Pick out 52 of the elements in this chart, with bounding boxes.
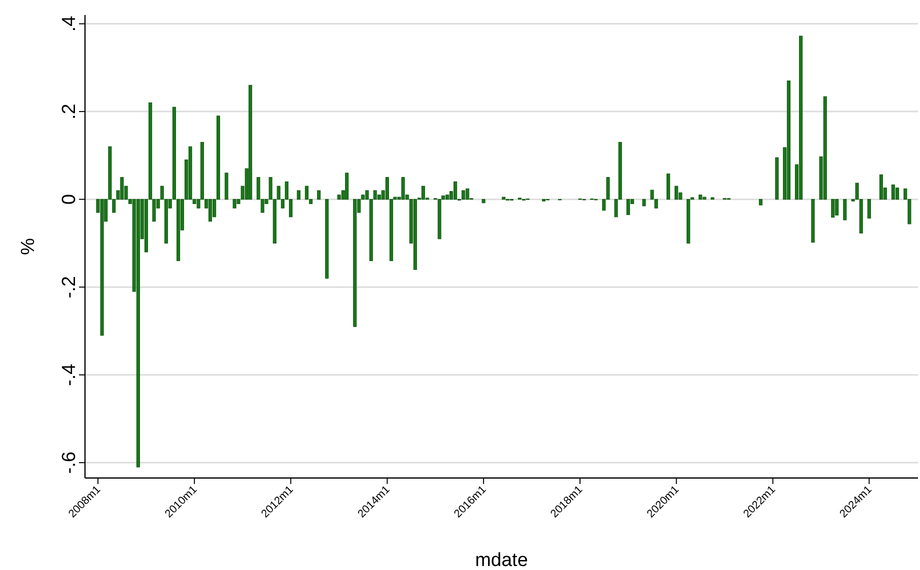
bar: [642, 199, 646, 206]
y-tick-label: .2: [59, 104, 80, 120]
bar: [831, 199, 835, 218]
bar: [136, 199, 140, 468]
bar: [879, 174, 883, 200]
bar: [482, 199, 486, 204]
bar: [758, 199, 762, 206]
bar: [345, 172, 349, 200]
bar: [666, 174, 670, 200]
bar: [786, 80, 790, 200]
bar: [304, 186, 308, 200]
bar: [674, 186, 678, 200]
bar: [462, 190, 466, 200]
bar: [835, 199, 839, 216]
bar: [317, 190, 321, 200]
x-axis-title: mdate: [475, 550, 528, 570]
bar: [466, 188, 470, 200]
bar: [811, 199, 815, 243]
y-tick-label: -.4: [59, 363, 80, 386]
y-tick-label: 0: [59, 194, 80, 205]
bar: [248, 84, 252, 200]
bar: [867, 199, 871, 218]
bar: [445, 194, 450, 200]
bar: [843, 199, 847, 220]
bar: [626, 199, 630, 215]
y-tick-label: -.2: [59, 276, 80, 298]
bar: [120, 177, 124, 200]
bar: [224, 172, 228, 200]
bar: [438, 199, 442, 240]
bar: [799, 36, 803, 200]
y-tick-label: .4: [59, 15, 80, 32]
bar: [702, 196, 706, 200]
bar: [698, 194, 702, 200]
y-tick-label: -.6: [59, 452, 80, 474]
bar: [100, 199, 104, 336]
bar: [686, 199, 690, 244]
bar: [232, 199, 236, 208]
bar: [325, 199, 329, 279]
bar: [401, 177, 405, 200]
bar: [823, 96, 827, 200]
bar: [188, 146, 192, 200]
bar: [502, 196, 506, 200]
y-axis-title: %: [18, 238, 39, 255]
bar: [891, 184, 895, 200]
bar: [775, 157, 779, 200]
bar: [208, 199, 212, 222]
bar: [413, 199, 417, 270]
bar: [353, 199, 357, 327]
bar: [296, 190, 300, 200]
bar: [454, 181, 458, 200]
bar: [896, 188, 900, 200]
bar: [421, 186, 426, 200]
